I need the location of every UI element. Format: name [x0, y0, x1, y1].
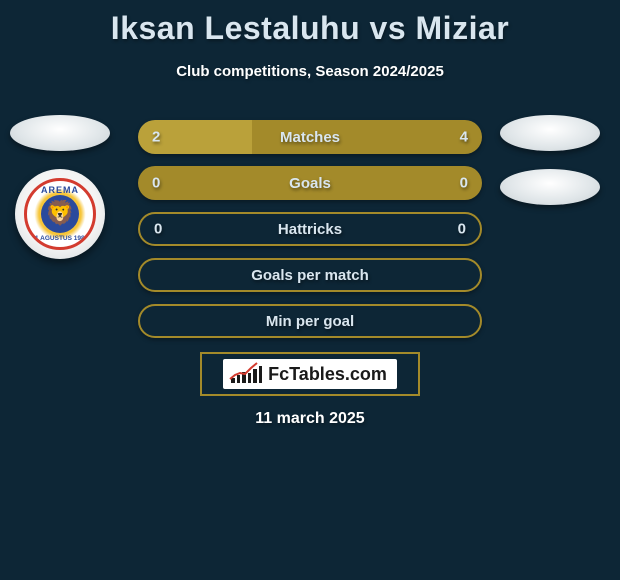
brand-inner: FcTables.com — [223, 359, 397, 389]
bar-value-right: 0 — [460, 175, 468, 192]
bar-value-right: 4 — [460, 129, 468, 146]
bar-label: Matches — [280, 129, 340, 146]
club-badge-left: AREMA 🦁 11 AGUSTUS 1987 — [15, 169, 105, 259]
bar-label: Min per goal — [266, 313, 354, 330]
bar-value-left: 0 — [152, 175, 160, 192]
brand-chart-icon — [231, 365, 262, 383]
bar-value-left: 0 — [154, 221, 162, 238]
comparison-bars: 2 Matches 4 0 Goals 0 0 Hattricks 0 Goals per mat… — [138, 120, 482, 350]
right-badge-column — [490, 115, 610, 223]
bar-row: Min per goal — [138, 304, 482, 338]
brand-bar-icon — [259, 366, 263, 383]
bar-row: 2 Matches 4 — [138, 120, 482, 154]
player-left-placeholder-icon — [10, 115, 110, 151]
club-right-placeholder-icon — [500, 169, 600, 205]
page-subtitle: Club competitions, Season 2024/2025 — [0, 63, 620, 80]
club-badge-inner: AREMA 🦁 11 AGUSTUS 1987 — [24, 178, 96, 250]
left-badge-column: AREMA 🦁 11 AGUSTUS 1987 — [10, 115, 110, 259]
bar-row: Goals per match — [138, 258, 482, 292]
brand-bar-icon — [237, 375, 241, 383]
brand-bar-icon — [231, 378, 235, 383]
bar-label: Hattricks — [278, 221, 342, 238]
club-badge-date: 11 AGUSTUS 1987 — [27, 235, 93, 242]
bar-row: 0 Goals 0 — [138, 166, 482, 200]
page-title: Iksan Lestaluhu vs Miziar — [0, 0, 620, 47]
lion-icon: 🦁 — [41, 195, 79, 233]
date-line: 11 march 2025 — [0, 410, 620, 428]
brand-bar-icon — [242, 372, 246, 383]
bar-row: 0 Hattricks 0 — [138, 212, 482, 246]
bar-value-right: 0 — [458, 221, 466, 238]
player-right-placeholder-icon — [500, 115, 600, 151]
bar-label: Goals per match — [251, 267, 369, 284]
bar-value-left: 2 — [152, 129, 160, 146]
club-badge-name: AREMA — [27, 185, 93, 195]
bar-label: Goals — [289, 175, 331, 192]
brand-bar-icon — [253, 369, 257, 383]
brand-bar-icon — [248, 373, 252, 383]
brand-box: FcTables.com — [200, 352, 420, 396]
brand-text: FcTables.com — [268, 364, 387, 385]
